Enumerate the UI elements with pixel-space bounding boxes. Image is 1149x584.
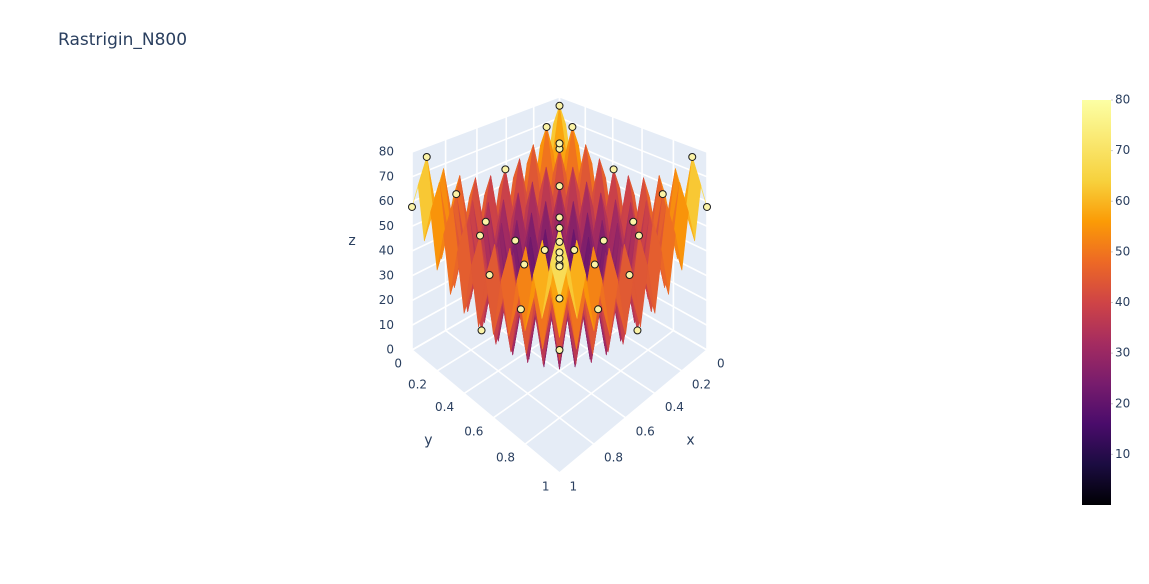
sample-point bbox=[476, 231, 485, 240]
sample-point bbox=[599, 236, 608, 245]
sample-point bbox=[540, 246, 549, 255]
grid-line bbox=[492, 311, 643, 419]
sample-point bbox=[555, 262, 564, 271]
z-tick-label: 10 bbox=[379, 318, 394, 332]
sample-point bbox=[452, 190, 461, 199]
sample-point bbox=[590, 260, 599, 269]
z-tick-label: 70 bbox=[379, 169, 394, 183]
sample-point bbox=[408, 202, 416, 211]
x-axis-title: x bbox=[686, 432, 694, 448]
colorbar: 10 20 30 40 50 60 70 80 bbox=[1082, 93, 1130, 505]
grid-line bbox=[411, 96, 560, 153]
sample-point bbox=[570, 246, 579, 255]
x-tick-label: 1 bbox=[570, 479, 578, 493]
sample-point bbox=[629, 217, 638, 226]
y-tick-label: 0.8 bbox=[496, 451, 515, 465]
x-tick-label: 0.6 bbox=[636, 424, 655, 438]
sample-point bbox=[634, 231, 643, 240]
z-tick-label: 0 bbox=[386, 343, 394, 357]
colorbar-tick-label: 10 bbox=[1115, 447, 1130, 461]
y-tick-label: 1 bbox=[542, 479, 550, 493]
sample-point bbox=[555, 294, 564, 303]
grid-line bbox=[558, 349, 708, 474]
sample-point bbox=[658, 190, 667, 199]
x-tick-label: 0.8 bbox=[604, 451, 623, 465]
grid-line bbox=[559, 116, 708, 178]
sample-point bbox=[594, 305, 603, 314]
sample-point bbox=[555, 139, 564, 148]
sample-point bbox=[568, 122, 577, 131]
grid-line bbox=[524, 329, 674, 445]
grid-line bbox=[476, 311, 627, 419]
sample-point bbox=[688, 152, 697, 161]
colorbar-tick-label: 80 bbox=[1115, 93, 1130, 107]
sample-point bbox=[542, 122, 551, 131]
x-tick-label: 0 bbox=[717, 357, 725, 371]
x-tick-label: 0.4 bbox=[665, 400, 684, 414]
colorbar-scale bbox=[1082, 100, 1111, 505]
y-tick-label: 0 bbox=[394, 357, 402, 371]
colorbar-tick-label: 20 bbox=[1115, 396, 1130, 410]
z-tick-label: 30 bbox=[379, 268, 394, 282]
chart-title: Rastrigin_N800 bbox=[58, 30, 187, 50]
sample-point bbox=[555, 223, 564, 232]
y-tick-label: 0.6 bbox=[464, 424, 483, 438]
x-tick-label: 0.2 bbox=[692, 377, 711, 391]
colorbar-tick-label: 60 bbox=[1115, 194, 1130, 208]
sample-point bbox=[555, 182, 564, 191]
sample-point bbox=[633, 326, 642, 335]
grid-line bbox=[559, 96, 708, 153]
sample-point bbox=[481, 217, 490, 226]
sample-point bbox=[703, 202, 711, 211]
colorbar-tick-label: 50 bbox=[1115, 244, 1130, 258]
y-tick-label: 0.2 bbox=[408, 377, 427, 391]
z-tick-label: 80 bbox=[379, 145, 394, 159]
grid-line bbox=[411, 116, 560, 178]
z-axis-title: z bbox=[348, 233, 355, 249]
z-tick-label: 40 bbox=[379, 244, 394, 258]
sample-point bbox=[520, 260, 529, 269]
sample-point bbox=[477, 326, 486, 335]
sample-point bbox=[555, 248, 564, 257]
z-tick-label: 50 bbox=[379, 219, 394, 233]
z-tick-label: 20 bbox=[379, 293, 394, 307]
sample-point bbox=[501, 165, 510, 174]
colorbar-tick-label: 40 bbox=[1115, 295, 1130, 309]
sample-point bbox=[555, 101, 564, 110]
sample-point bbox=[555, 237, 564, 246]
z-tick-label: 60 bbox=[379, 194, 394, 208]
sample-point bbox=[516, 305, 525, 314]
y-tick-label: 0.4 bbox=[435, 400, 454, 414]
colorbar-tick-label: 30 bbox=[1115, 346, 1130, 360]
colorbar-tick-label: 70 bbox=[1115, 143, 1130, 157]
sample-point bbox=[485, 271, 494, 280]
y-axis-title: y bbox=[424, 432, 432, 448]
sample-point bbox=[511, 236, 520, 245]
scene: 0102030405060708000.20.40.60.8100.20.40.… bbox=[348, 96, 725, 493]
sample-point bbox=[625, 271, 634, 280]
sample-point bbox=[422, 152, 431, 161]
grid-line bbox=[411, 349, 561, 474]
sample-point bbox=[609, 165, 618, 174]
sample-point bbox=[555, 213, 564, 222]
sample-point bbox=[555, 346, 564, 354]
